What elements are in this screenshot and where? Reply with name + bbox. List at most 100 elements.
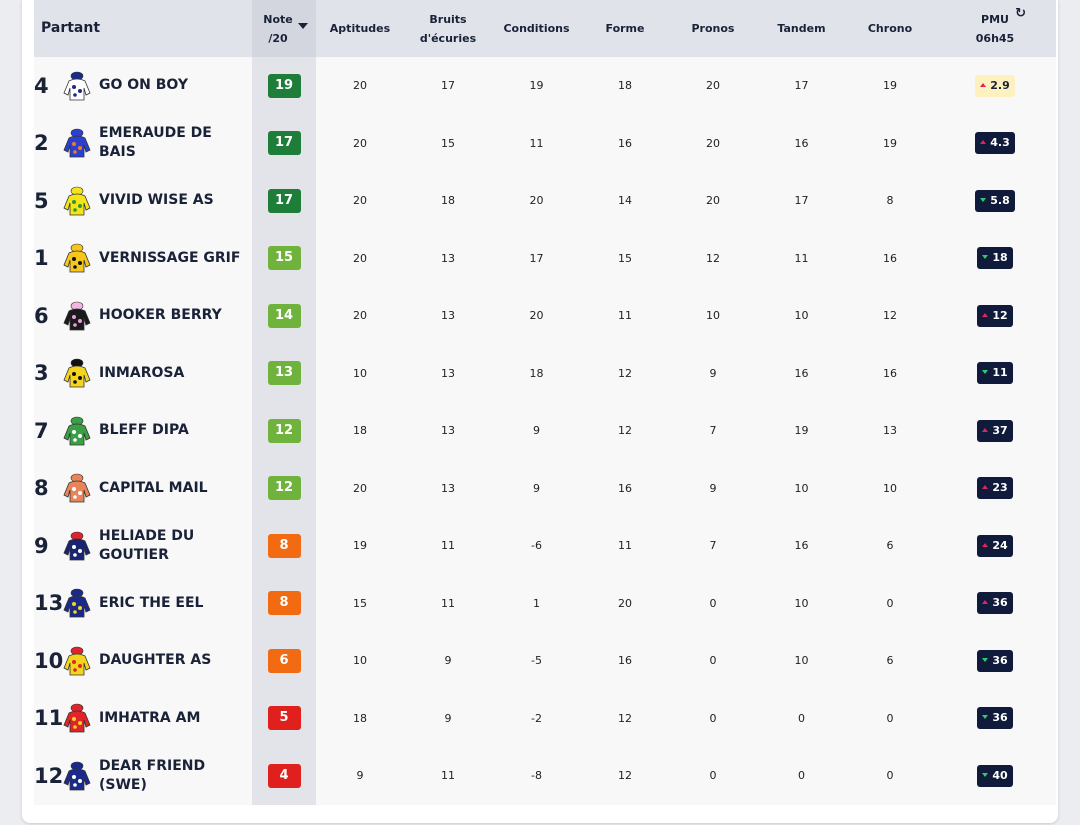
cell-partant[interactable]: 12 DEAR FRIEND (SWE) — [34, 747, 252, 805]
col-header-tandem[interactable]: Tandem — [757, 0, 846, 57]
horse-name[interactable]: BLEFF DIPA — [99, 422, 189, 439]
jockey-silk-icon — [60, 126, 94, 160]
cell-partant[interactable]: 11 IMHATRA AM — [34, 690, 252, 748]
runner-number: 4 — [34, 73, 49, 98]
cell-conditions: -2 — [531, 711, 542, 725]
cell-partant[interactable]: 1 VERNISSAGE GRIF — [34, 230, 252, 288]
horse-name[interactable]: IMHATRA AM — [99, 709, 201, 726]
horse-name[interactable]: ERIC THE EEL — [99, 594, 204, 611]
col-header-aptitudes[interactable]: Aptitudes — [316, 0, 404, 57]
note-badge: 19 — [267, 73, 301, 98]
horse-name[interactable]: HELIADE DU GOUTIER — [99, 527, 195, 563]
horse-name[interactable]: INMAROSA — [99, 364, 185, 381]
cell-forme: 11 — [618, 539, 632, 553]
cell-partant[interactable]: 9 HELIADE DU GOUTIER — [34, 517, 252, 575]
table-row[interactable]: 4 GO ON BOY 19 20 17 19 18 20 17 19 2.9 — [34, 57, 1056, 115]
cell-conditions: -5 — [531, 654, 542, 668]
horse-name[interactable]: HOOKER BERRY — [99, 307, 222, 324]
odds-up-icon — [982, 312, 989, 317]
table-row[interactable]: 1 VERNISSAGE GRIF 15 20 13 17 15 12 11 16 18 — [34, 229, 1056, 288]
cell-note: 6 — [252, 632, 316, 690]
col-header-pmu-time: 06h45 — [975, 31, 1015, 45]
cell-pmu: 36 — [934, 575, 1056, 633]
odds-up-icon — [982, 427, 989, 432]
runner-number: 2 — [34, 131, 49, 156]
odds-up-icon — [982, 485, 989, 490]
note-badge: 13 — [267, 361, 301, 386]
cell-partant[interactable]: 5 VIVID WISE AS — [34, 172, 252, 230]
cell-pmu: 12 — [934, 287, 1056, 345]
runner-number: 10 — [34, 648, 64, 673]
horse-name[interactable]: DAUGHTER AS — [99, 652, 212, 669]
col-header-pmu[interactable]: PMU 06h45 ↻ — [934, 0, 1056, 57]
cell-bruits: 18 — [441, 194, 455, 208]
odds-value: 12 — [992, 308, 1008, 322]
cell-partant[interactable]: 8 CAPITAL MAIL — [34, 460, 252, 518]
col-header-bruits[interactable]: Bruits d'écuries — [404, 0, 492, 57]
runner-number: 12 — [34, 763, 64, 788]
horse-name[interactable]: VIVID WISE AS — [99, 192, 214, 209]
horse-name[interactable]: EMERAUDE DE BAIS — [99, 125, 212, 161]
table-row[interactable]: 8 CAPITAL MAIL 12 20 13 9 16 9 10 10 23 — [34, 459, 1056, 518]
cell-partant[interactable]: 6 HOOKER BERRY — [34, 287, 252, 345]
cell-pronos: 7 — [709, 424, 717, 438]
cell-partant[interactable]: 4 GO ON BOY — [34, 57, 252, 115]
col-header-tandem-label: Tandem — [777, 22, 826, 35]
horse-name[interactable]: VERNISSAGE GRIF — [99, 249, 241, 266]
col-header-note[interactable]: Note/20 — [252, 0, 316, 57]
odds-down-icon — [982, 255, 989, 260]
jockey-silk-icon — [60, 471, 94, 505]
cell-tandem: 19 — [794, 424, 809, 438]
horse-name[interactable]: CAPITAL MAIL — [99, 479, 208, 496]
table-row[interactable]: 6 HOOKER BERRY 14 20 13 20 11 10 10 12 12 — [34, 287, 1056, 345]
table-row[interactable]: 13 ERIC THE EEL 8 15 11 1 20 0 10 0 36 — [34, 574, 1056, 633]
runner-number: 9 — [34, 533, 49, 558]
cell-bruits: 11 — [441, 596, 455, 610]
table-row[interactable]: 2 EMERAUDE DE BAIS 17 20 15 11 16 20 16 19 4.3 — [34, 114, 1056, 173]
cell-pmu: 2.9 — [934, 57, 1056, 115]
runner-number: 13 — [34, 591, 64, 616]
cell-pmu: 37 — [934, 402, 1056, 460]
cell-forme: 14 — [618, 194, 632, 208]
cell-partant[interactable]: 2 EMERAUDE DE BAIS — [34, 115, 252, 173]
cell-partant[interactable]: 13 ERIC THE EEL — [34, 575, 252, 633]
col-header-partant[interactable]: Partant — [34, 0, 252, 57]
table-row[interactable]: 9 HELIADE DU GOUTIER 8 19 11 -6 11 7 16 6 24 — [34, 517, 1056, 575]
table-row[interactable]: 12 DEAR FRIEND (SWE) 4 9 11 -8 12 0 0 0 40 — [34, 747, 1056, 805]
cell-chrono: 16 — [883, 251, 897, 265]
cell-chrono: 0 — [886, 769, 894, 783]
table-row[interactable]: 3 INMAROSA 13 10 13 18 12 9 16 16 11 — [34, 344, 1056, 403]
odds-value: 24 — [992, 538, 1008, 552]
cell-partant[interactable]: 3 INMAROSA — [34, 345, 252, 403]
odds-up-icon — [982, 542, 989, 547]
cell-partant[interactable]: 10 DAUGHTER AS — [34, 632, 252, 690]
cell-aptitudes: 20 — [353, 136, 367, 150]
col-header-chrono[interactable]: Chrono — [846, 0, 934, 57]
table-row[interactable]: 7 BLEFF DIPA 12 18 13 9 12 7 19 13 37 — [34, 402, 1056, 460]
odds-down-icon — [982, 657, 989, 662]
sort-desc-icon[interactable] — [298, 23, 308, 29]
cell-chrono: 19 — [883, 79, 897, 93]
cell-bruits: 13 — [441, 251, 455, 265]
col-header-forme[interactable]: Forme — [581, 0, 669, 57]
cell-pronos: 7 — [709, 539, 717, 553]
cell-note: 5 — [252, 689, 316, 747]
col-header-pronos[interactable]: Pronos — [669, 0, 757, 57]
refresh-icon[interactable]: ↻ — [1015, 6, 1026, 21]
horse-name[interactable]: DEAR FRIEND (SWE) — [99, 757, 206, 793]
runner-number: 6 — [34, 303, 49, 328]
odds-down-icon — [980, 197, 987, 202]
cell-conditions: 1 — [533, 596, 540, 610]
odds-badge: 23 — [977, 477, 1013, 500]
cell-forme: 16 — [618, 654, 632, 668]
col-header-conditions[interactable]: Conditions — [492, 0, 581, 57]
horse-name[interactable]: GO ON BOY — [99, 77, 188, 94]
table-row[interactable]: 10 DAUGHTER AS 6 10 9 -5 16 0 10 6 36 — [34, 632, 1056, 690]
cell-pronos: 20 — [706, 136, 720, 150]
table-row[interactable]: 5 VIVID WISE AS 17 20 18 20 14 20 17 8 5.8 — [34, 172, 1056, 230]
cell-note: 4 — [252, 747, 316, 805]
cell-partant[interactable]: 7 BLEFF DIPA — [34, 402, 252, 460]
table-body: 4 GO ON BOY 19 20 17 19 18 20 17 19 2.9 2 EMERAUDE D… — [34, 57, 1056, 805]
cell-tandem: 0 — [798, 711, 805, 725]
table-row[interactable]: 11 IMHATRA AM 5 18 9 -2 12 0 0 0 36 — [34, 689, 1056, 748]
